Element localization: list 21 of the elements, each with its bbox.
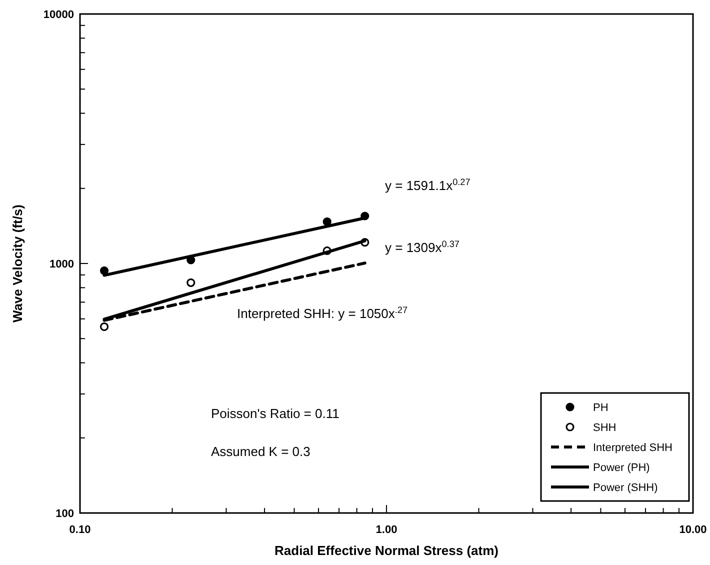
annotation: Poisson's Ratio = 0.11 [211,406,340,421]
y-tick-label: 100 [56,508,74,520]
x-axis-title: Radial Effective Normal Stress (atm) [274,543,498,558]
legend-label: SHH [593,422,616,434]
x-tick-label: 10.00 [679,524,707,536]
x-tick-label: 1.00 [376,524,398,536]
annotation: y = 1591.1x$^{0.27}$ [385,177,470,193]
y-axis-title: Wave Velocity (ft/s) [10,204,25,322]
annotation: Assumed K = 0.3 [211,444,310,459]
legend-label: Interpreted SHH [593,442,673,454]
point [100,322,109,332]
point [186,278,196,287]
annotation: Interpreted SHH: y = 1050x$^{.27}$ [237,305,408,321]
y-tick-label: 1000 [50,258,74,270]
x-tick-label: 0.10 [69,524,91,536]
legend-label: Power (PH) [593,462,650,474]
legend-label: PH [593,402,608,414]
y-tick-label: 10000 [43,9,74,21]
point [100,266,109,275]
legend-label: Power (SHH) [593,482,658,494]
annotation: y = 1309x$^{0.37}$ [385,239,460,255]
